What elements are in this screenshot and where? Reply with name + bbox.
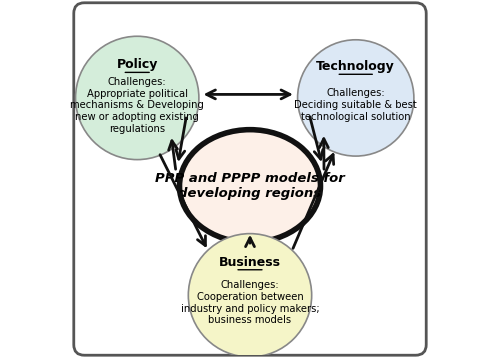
Text: Challenges:
Deciding suitable & best
technological solution: Challenges: Deciding suitable & best tec… <box>294 88 417 121</box>
Text: Challenges:
Appropriate political
mechanisms & Developing
new or adopting existi: Challenges: Appropriate political mechan… <box>70 77 204 134</box>
Circle shape <box>298 40 414 156</box>
Text: Challenges:
Cooperation between
industry and policy makers;
business models: Challenges: Cooperation between industry… <box>180 280 320 325</box>
Circle shape <box>76 36 199 160</box>
Text: Business: Business <box>219 256 281 268</box>
FancyBboxPatch shape <box>74 3 426 355</box>
Circle shape <box>188 234 312 357</box>
Ellipse shape <box>180 130 320 242</box>
Text: Technology: Technology <box>316 60 395 73</box>
Text: PPP and PPPP models for
developing regions: PPP and PPPP models for developing regio… <box>155 172 345 200</box>
Text: Policy: Policy <box>116 58 158 71</box>
